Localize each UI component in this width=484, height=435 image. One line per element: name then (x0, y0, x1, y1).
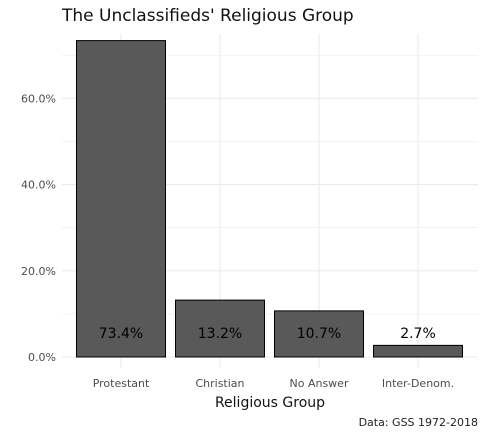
y-axis-ticks: 0.0% 20.0% 40.0% 60.0% (21, 92, 56, 364)
x-tick-label: Christian (195, 377, 244, 390)
bar-value-label: 73.4% (99, 326, 143, 342)
y-tick-label: 20.0% (21, 265, 56, 278)
bar-value-labels: 73.4% 13.2% 10.7% 2.7% (99, 326, 436, 342)
bar-value-label: 13.2% (198, 326, 242, 342)
x-tick-label: No Answer (290, 377, 349, 390)
bar-value-label: 10.7% (297, 326, 341, 342)
bars (76, 40, 463, 358)
y-tick-label: 0.0% (28, 351, 56, 364)
chart-title: The Unclassifieds' Religious Group (61, 6, 354, 26)
bar-inter-denom (373, 344, 463, 358)
x-tick-label: Protestant (93, 377, 150, 390)
bar-value-label: 2.7% (400, 326, 436, 342)
x-tick-label: Inter-Denom. (382, 377, 454, 390)
x-axis-ticks: Protestant Christian No Answer Inter-Denom. (93, 377, 454, 390)
bar-christian (175, 299, 265, 358)
x-axis-label: Religious Group (215, 395, 325, 411)
y-tick-label: 40.0% (21, 179, 56, 192)
bar-no-answer (274, 310, 364, 358)
chart-caption: Data: GSS 1972-2018 (359, 416, 478, 429)
y-tick-label: 60.0% (21, 92, 56, 105)
bar-protestant (76, 40, 166, 358)
